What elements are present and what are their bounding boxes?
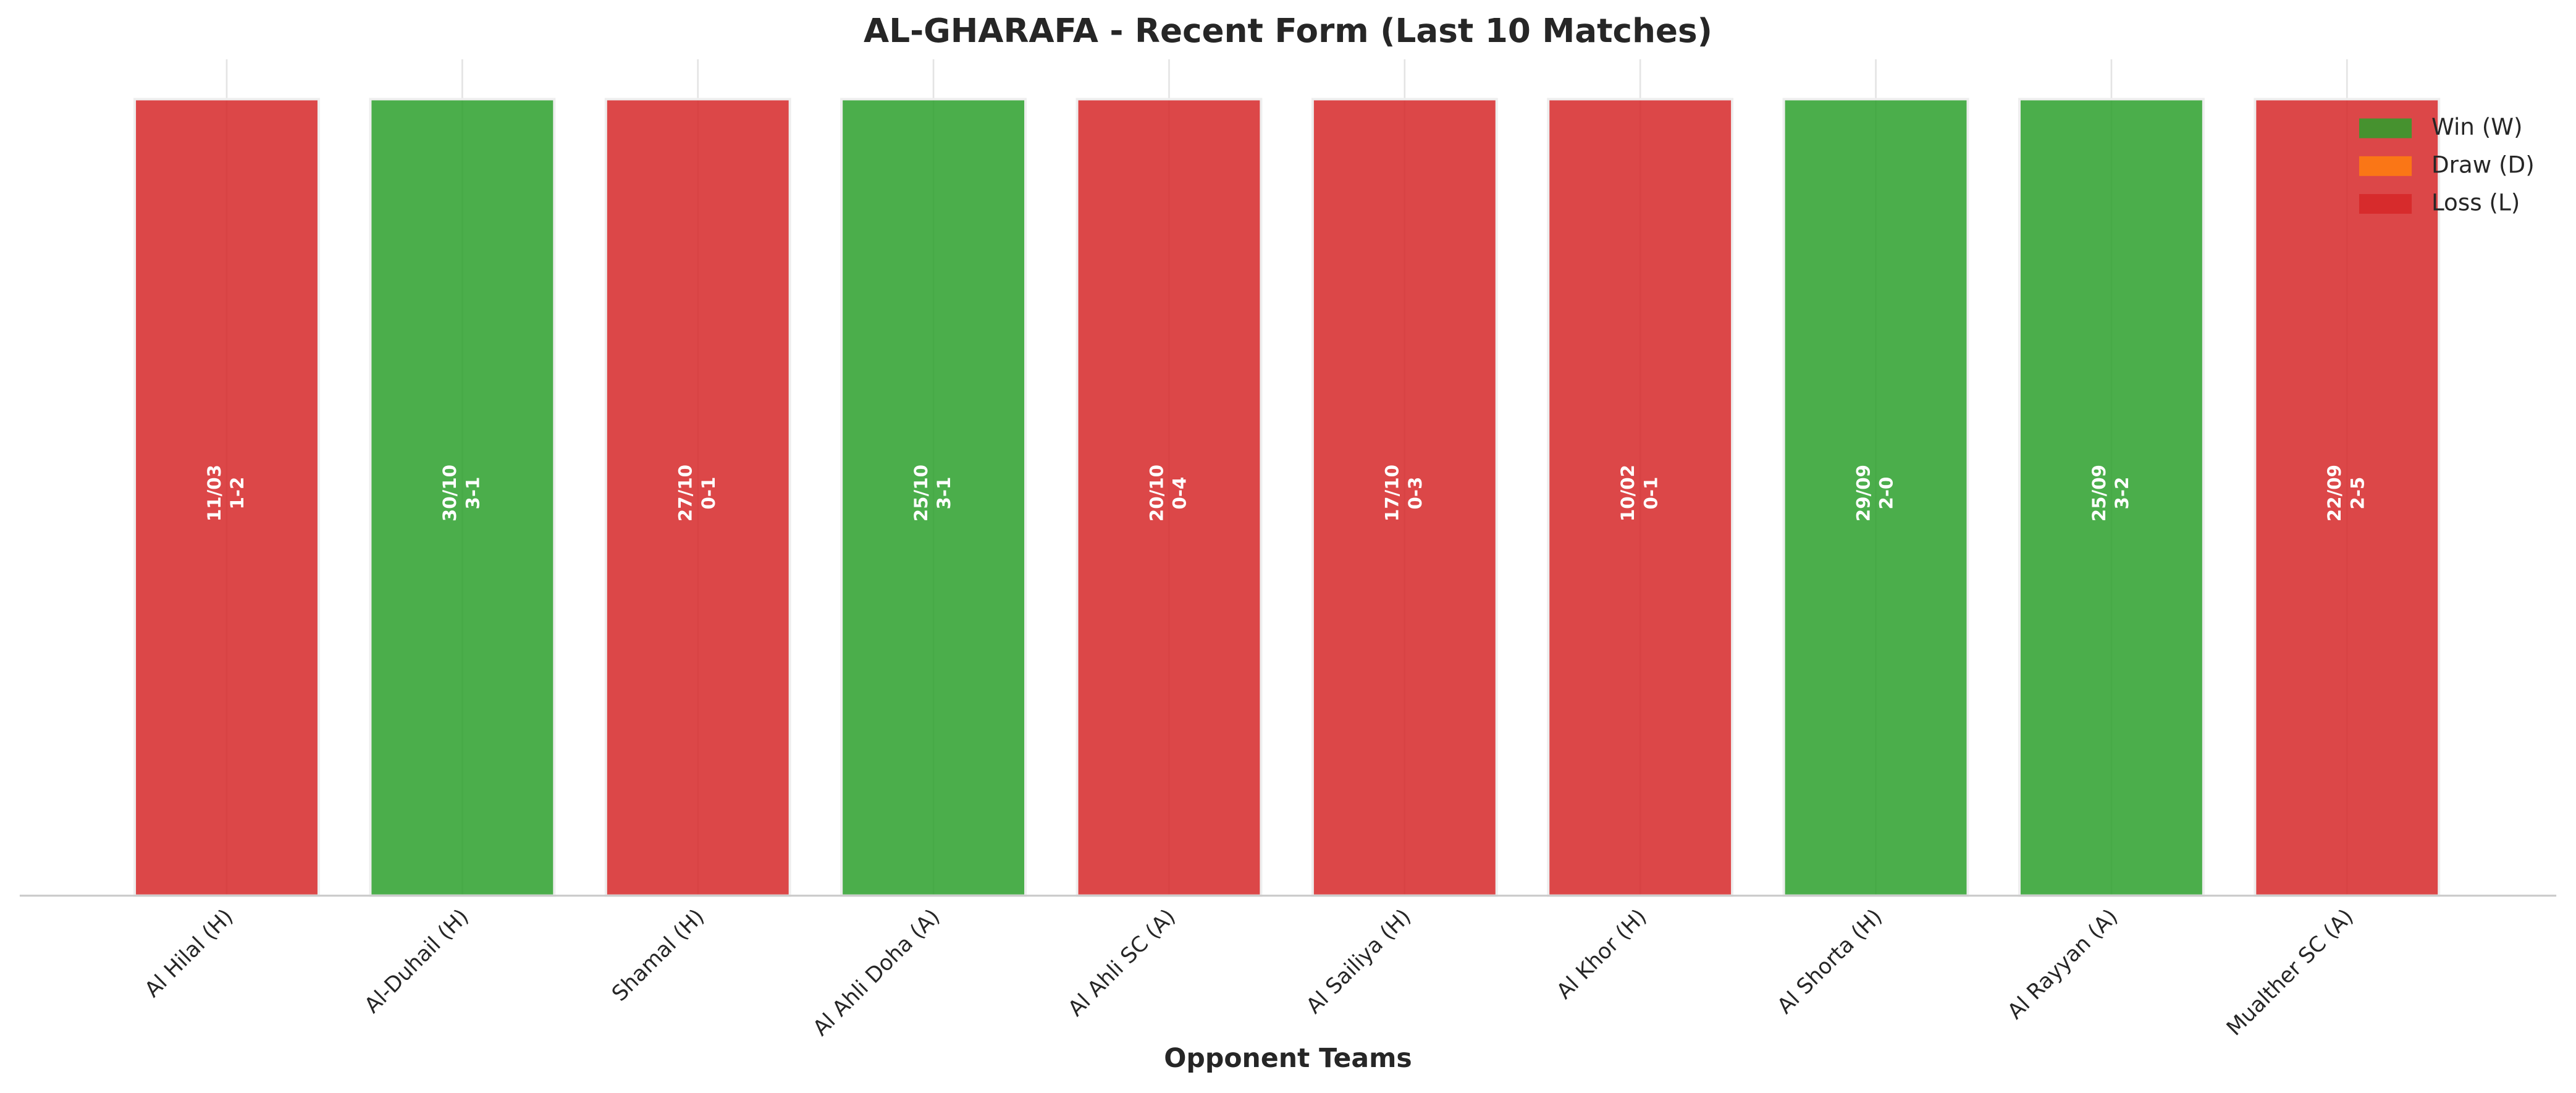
bar [2018, 98, 2205, 897]
x-tick-label: Al-Duhail (H) [360, 905, 474, 1018]
bar-score-label: 1-2 [227, 477, 248, 510]
bar-score-label: 3-1 [462, 477, 483, 510]
legend-label: Loss (L) [2431, 189, 2520, 216]
bar [1075, 98, 1263, 897]
bar-date-label: 22/09 [2324, 465, 2345, 521]
bar-date-label: 11/03 [204, 465, 225, 521]
bar [1782, 98, 1969, 897]
legend-label: Draw (D) [2431, 151, 2535, 178]
bar-date-label: 17/10 [1382, 465, 1403, 521]
x-tick-label: Al Khor (H) [1552, 905, 1651, 1004]
x-tick-label: Shamal (H) [607, 905, 709, 1006]
x-tick-label: Al Rayyan (A) [2003, 905, 2123, 1024]
x-tick-label: Al Hilal (H) [140, 905, 238, 1003]
x-tick-label: Mualther SC (A) [2222, 905, 2359, 1041]
x-tick-label: Al Sailiya (H) [1302, 905, 1416, 1019]
chart-title: AL-GHARAFA - Recent Form (Last 10 Matche… [864, 12, 1712, 50]
bar-date-label: 20/10 [1146, 465, 1167, 521]
bar [840, 98, 1027, 897]
bar-date-label: 30/10 [439, 465, 460, 521]
legend-swatch [2359, 156, 2412, 176]
bar [2254, 98, 2441, 897]
legend-swatch [2359, 194, 2412, 214]
bar [1547, 98, 1734, 897]
bar-score-label: 3-1 [933, 477, 954, 510]
bar-score-label: 0-1 [698, 477, 719, 510]
legend-label: Win (W) [2431, 113, 2523, 140]
bar-date-label: 25/10 [911, 465, 932, 521]
bar-date-label: 25/09 [2089, 465, 2110, 521]
bar-score-label: 0-1 [1640, 477, 1661, 510]
x-tick-label: Al Shorta (H) [1773, 905, 1887, 1019]
legend-swatch [2359, 118, 2412, 138]
bar-score-label: 0-4 [1169, 477, 1190, 510]
bar-score-label: 3-2 [2111, 477, 2132, 510]
bar-score-label: 0-3 [1405, 477, 1426, 510]
bar [369, 98, 556, 897]
bar-date-label: 29/09 [1853, 465, 1874, 521]
bar [133, 98, 320, 897]
x-axis-label: Opponent Teams [1164, 1044, 1412, 1074]
bar-date-label: 10/02 [1617, 465, 1638, 521]
bar [1311, 98, 1498, 897]
bar-score-label: 2-0 [1876, 477, 1897, 510]
bar-score-label: 2-5 [2347, 477, 2368, 510]
bar-date-label: 27/10 [675, 465, 696, 521]
x-tick-label: Al Ahli SC (A) [1064, 905, 1181, 1021]
x-tick-label: Al Ahli Doha (A) [809, 905, 945, 1041]
